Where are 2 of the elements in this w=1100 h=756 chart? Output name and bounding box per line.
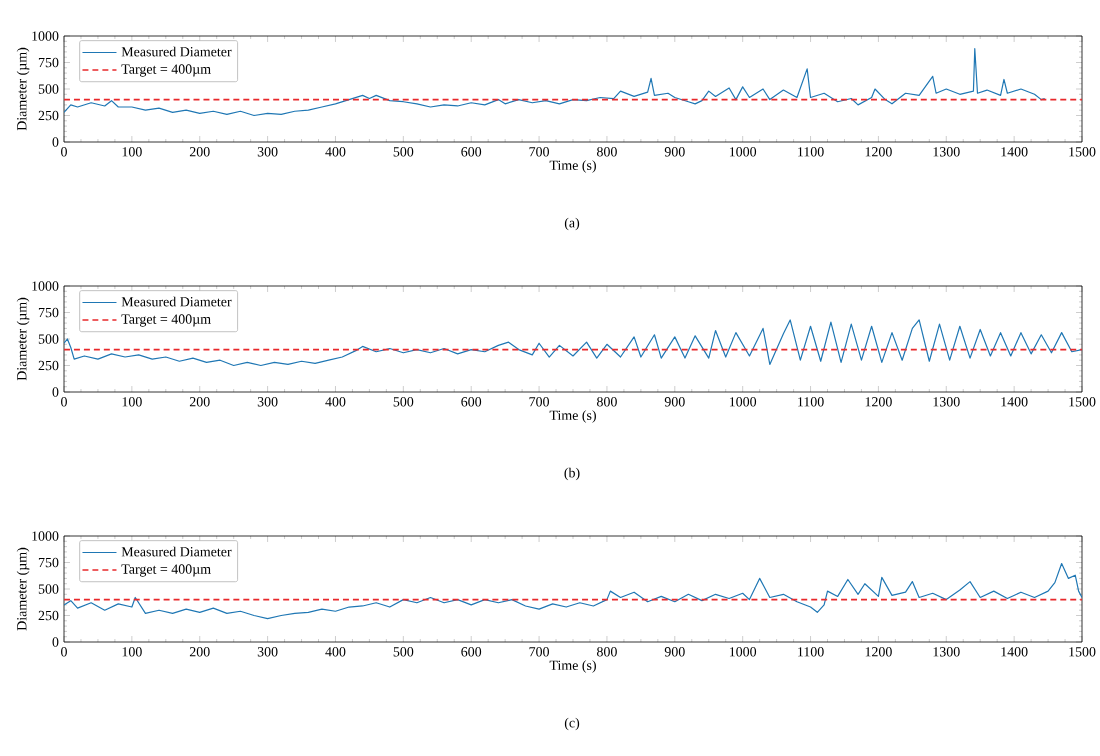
line-series xyxy=(64,562,1083,620)
line-series xyxy=(64,48,1046,117)
